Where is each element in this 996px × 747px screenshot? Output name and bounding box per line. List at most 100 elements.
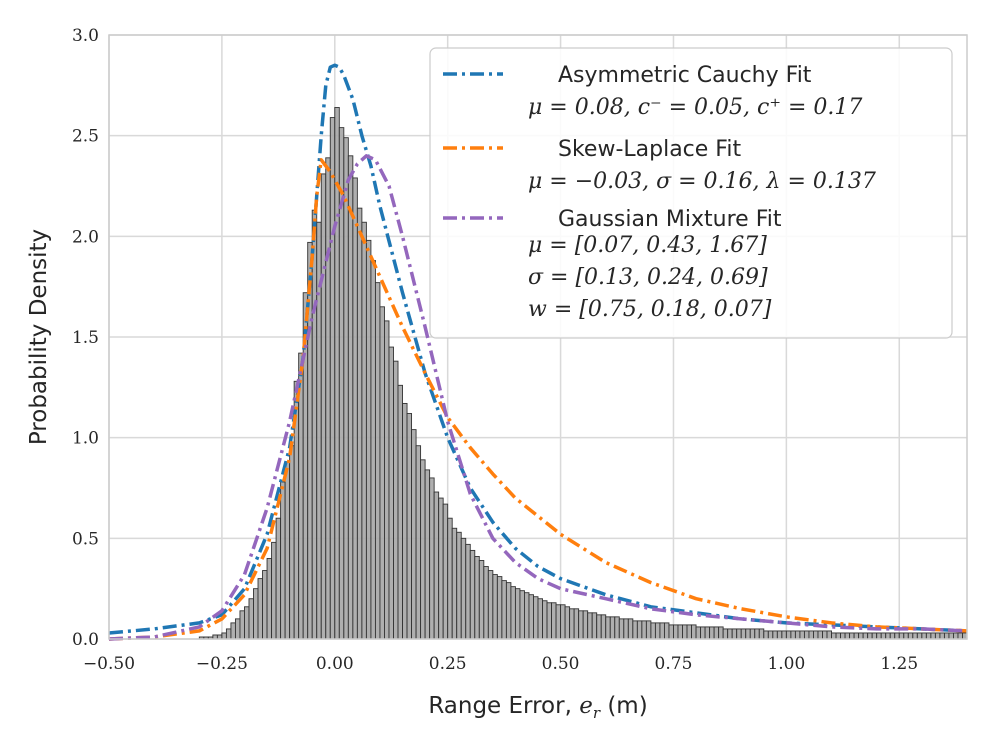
histogram-bar [785,630,792,640]
histogram-bar [781,630,787,640]
histogram-bar [374,282,381,640]
histogram-bar [420,459,426,640]
histogram-bar [234,618,241,640]
histogram-bar [505,582,512,640]
histogram-bar [953,632,959,640]
x-tick-label: 0.50 [542,654,580,674]
histogram-bar [406,413,413,640]
histogram-bar [415,445,422,640]
histogram-bar [519,590,525,640]
histogram-bar [957,632,963,640]
histogram-bar [451,527,458,640]
histogram-bar [880,632,887,640]
histogram-bar [478,560,485,640]
histogram-bar [393,360,399,640]
histogram-bar [758,628,765,640]
histogram-bar [831,632,837,640]
histogram-bar [641,620,647,640]
x-axis-label-unit: (m) [600,693,648,719]
x-tick-label: 0.75 [655,654,693,674]
histogram-bar [912,632,918,640]
histogram-bar [727,628,733,640]
histogram-bar [365,239,372,640]
histogram-bar [605,616,611,640]
histogram-bar [528,594,534,640]
histogram-bar [614,616,620,640]
histogram-bar [248,598,254,640]
histogram-bar [668,624,674,640]
histogram-bar [925,632,932,640]
histogram-bar [871,632,878,640]
histogram-bar [501,580,507,640]
histogram-bar [867,632,873,640]
histogram-bar [776,630,783,640]
histogram-bar [411,429,417,640]
legend-params-gmm-sigma: σ = [0.13, 0.24, 0.69] [528,265,768,290]
cauchy-fit-curve [108,63,968,635]
histogram-bar [275,517,282,640]
histogram-bar [682,624,688,640]
histogram-bar [352,177,358,640]
histogram-bar [591,612,598,640]
histogram-bar [230,622,236,640]
histogram-bar [262,570,268,640]
legend-label-cauchy: Asymmetric Cauchy Fit [558,63,812,88]
histogram-bar [627,618,634,640]
histogram-bar [429,477,435,640]
x-axis-ticks: −0.50 −0.25 0.00 0.25 0.50 0.75 1.00 1.25 [83,654,918,674]
histogram-bar [266,558,273,640]
legend-params-gmm-mu: μ = [0.07, 0.43, 1.67] [528,233,767,258]
histogram-bar [939,632,945,640]
histogram-bar [763,630,769,640]
histogram-bar [948,632,954,640]
histogram-bar [397,384,403,640]
y-tick-label: 3.0 [72,26,99,46]
legend-params-skew-laplace: μ = −0.03, σ = 0.16, λ = 0.137 [528,169,876,194]
histogram-bar [587,612,593,640]
histogram-bar [483,566,489,640]
histogram-bar [442,503,449,640]
histogram-bar [370,260,376,640]
histogram-bar [492,574,498,640]
histogram-bar [578,610,584,640]
histogram-bar [817,630,823,640]
histogram-bar [361,221,367,640]
histogram-bar [691,624,697,640]
histogram-bar [803,630,810,640]
histogram-bar [885,632,891,640]
histogram-bar [460,537,467,640]
x-axis-label-main: Range Error, [428,693,579,719]
histogram-bar [876,632,882,640]
histogram-bar [943,632,950,640]
histogram-bar [402,402,408,640]
histogram-bar [898,632,905,640]
histogram-bar [862,632,869,640]
histogram-bar [244,606,250,640]
histogram-bar [596,614,602,640]
histogram-bar [356,207,363,640]
histogram-bar [510,586,516,640]
histogram-bar [844,632,851,640]
histogram-bar [794,630,801,640]
histogram-bar [849,632,855,640]
histogram-bar [569,608,575,640]
histogram-bar [379,306,385,640]
histogram-bar [736,628,742,640]
histogram-bar [289,445,295,640]
y-tick-label: 1.0 [72,429,99,449]
histogram-bar [573,608,580,640]
histogram-bar [677,624,683,640]
histogram-bar [813,630,819,640]
histogram-bar [618,618,625,640]
x-tick-label: 0.00 [316,654,354,674]
histogram-bar [767,630,774,640]
histogram-bar [325,157,331,640]
histogram-bar [772,630,778,640]
histogram-bar [663,622,670,640]
plot-frame [108,34,968,640]
histogram-bar [343,137,349,640]
histogram-bar [320,173,327,640]
histogram-bar [930,632,936,640]
histogram-bar [609,616,616,640]
histogram-bar [551,602,557,640]
